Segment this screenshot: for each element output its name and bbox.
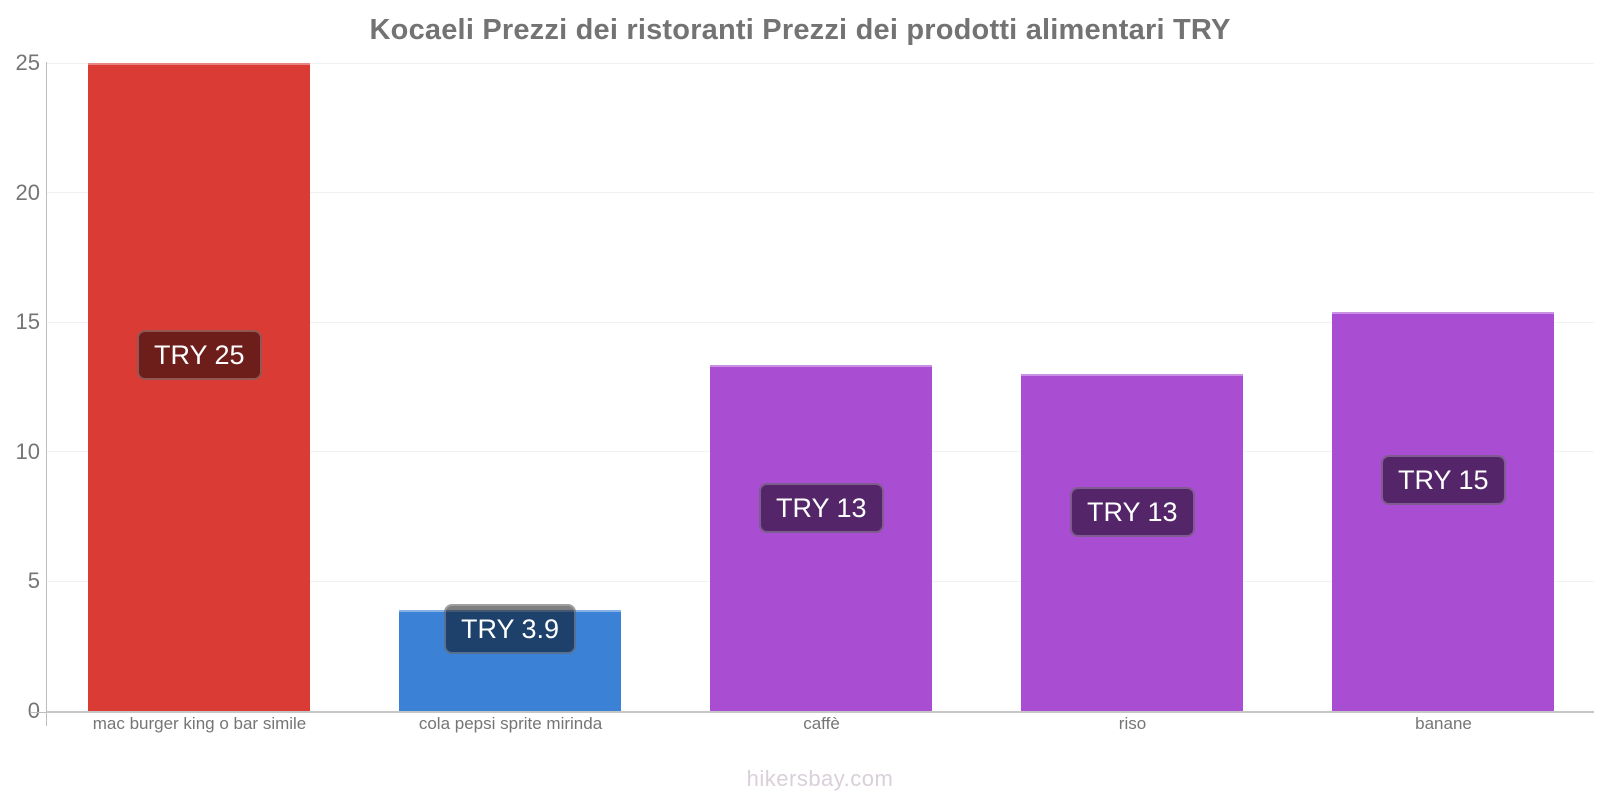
y-tick-label-5: 5 — [27, 568, 40, 593]
x-label-riso: riso — [1118, 714, 1147, 733]
x-axis-line — [46, 711, 1594, 713]
chart-title: Kocaeli Prezzi dei ristoranti Prezzi dei… — [369, 14, 1231, 46]
watermark: hikersbay.com — [746, 766, 894, 791]
gridline-15 — [47, 322, 1594, 323]
bar-mac-burger-king-o-bar-simile[interactable] — [88, 63, 310, 711]
x-label-cola-pepsi-sprite-mirinda: cola pepsi sprite mirinda — [418, 714, 603, 733]
bar-riso[interactable] — [1021, 374, 1243, 711]
bar-caffe[interactable] — [710, 365, 932, 711]
gridline-20 — [47, 192, 1594, 193]
value-badge-banane: TRY 15 — [1381, 455, 1506, 505]
y-axis-line — [46, 62, 47, 726]
bar-banane[interactable] — [1332, 312, 1554, 711]
x-label-caffe: caffè — [803, 714, 840, 733]
value-badge-mac-burger-king-o-bar-simile: TRY 25 — [137, 330, 262, 380]
y-tick-label-10: 10 — [15, 439, 40, 464]
gridline-25 — [47, 63, 1594, 64]
value-badge-caffe: TRY 13 — [759, 483, 884, 533]
y-tick-label-0: 0 — [27, 698, 40, 723]
y-tick-label-20: 20 — [15, 180, 40, 205]
y-tick-label-15: 15 — [15, 309, 40, 334]
y-tick-label-25: 25 — [15, 50, 40, 75]
x-label-banane: banane — [1415, 714, 1472, 733]
zero-tick-mark — [30, 712, 46, 713]
value-badge-cola-pepsi-sprite-mirinda: TRY 3.9 — [444, 604, 577, 654]
x-label-mac-burger-king-o-bar-simile: mac burger king o bar simile — [92, 714, 307, 733]
value-badge-riso: TRY 13 — [1070, 487, 1195, 537]
